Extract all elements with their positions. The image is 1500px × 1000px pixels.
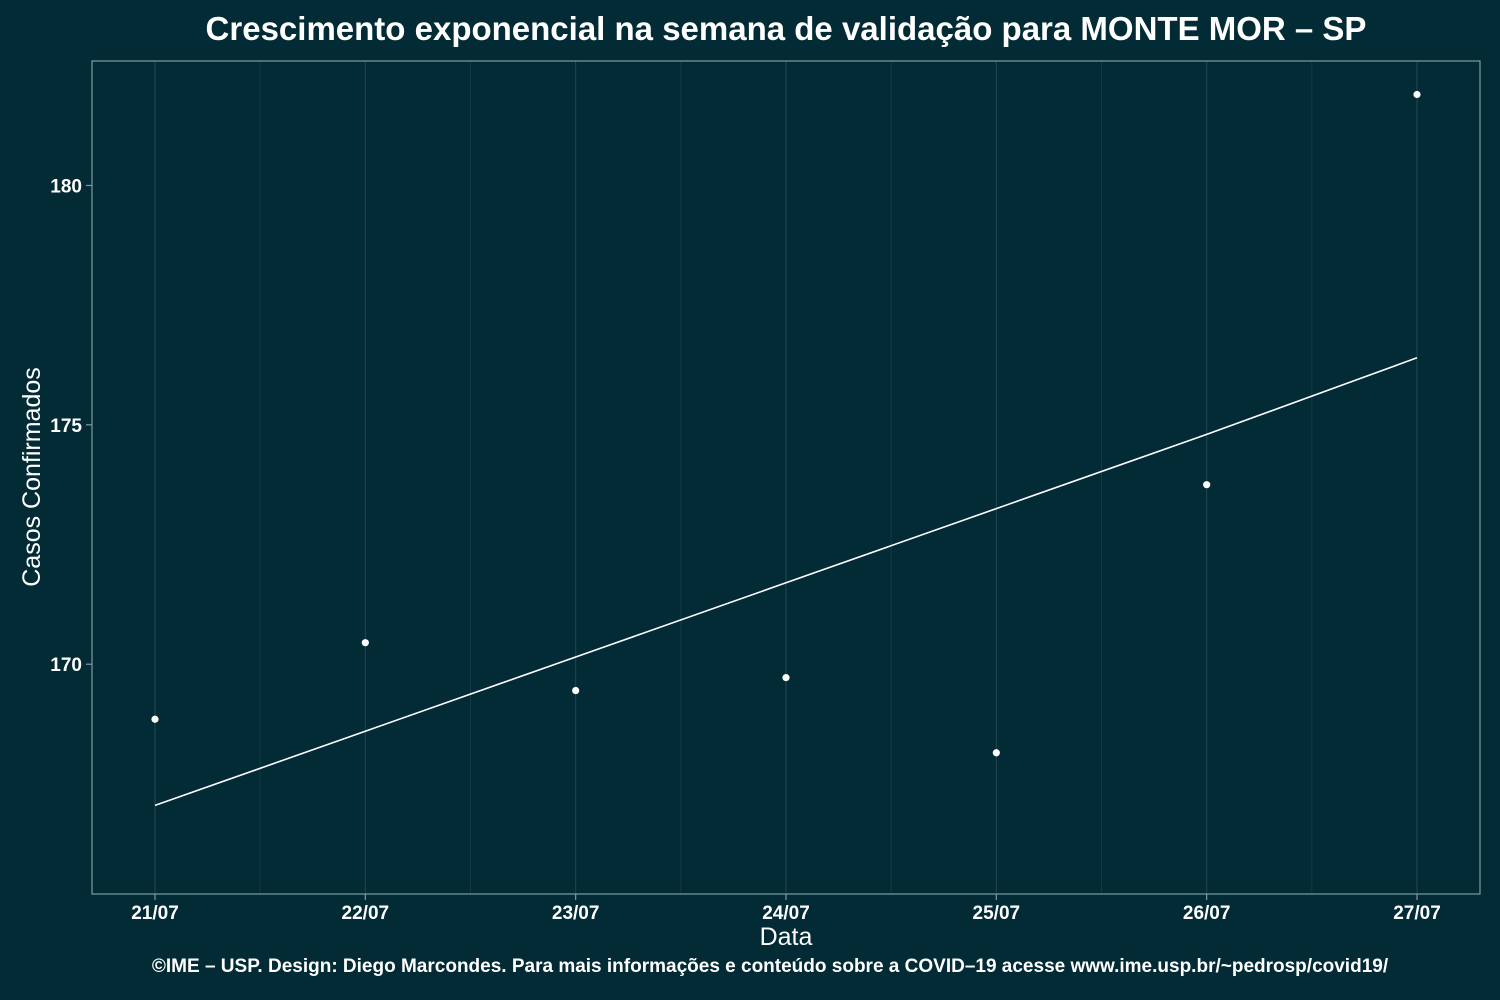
- x-tick-label: 23/07: [552, 903, 600, 924]
- data-point: [361, 639, 369, 647]
- y-axis-ticks: 170 175 180: [50, 176, 92, 676]
- y-tick-label: 180: [50, 176, 82, 197]
- data-point: [992, 749, 1000, 757]
- y-tick-label: 175: [50, 416, 82, 437]
- x-tick-label: 25/07: [973, 903, 1021, 924]
- trend-line: [154, 357, 1418, 807]
- data-point: [572, 686, 580, 695]
- data-point: [151, 715, 159, 723]
- y-tick-label: 170: [50, 655, 82, 676]
- trend-line-group: [154, 357, 1418, 807]
- x-axis-label: Data: [760, 923, 813, 951]
- y-axis-label: Casos Confirmados: [18, 367, 46, 587]
- x-tick-label: 27/07: [1393, 903, 1441, 924]
- x-tick-label: 22/07: [342, 903, 390, 924]
- x-tick-label: 21/07: [131, 903, 179, 924]
- data-points: [151, 90, 1421, 757]
- data-point: [1413, 90, 1421, 99]
- x-tick-label: 24/07: [762, 903, 810, 924]
- chart-title: Crescimento exponencial na semana de val…: [205, 10, 1367, 47]
- grid-lines: [154, 61, 1418, 894]
- x-axis-ticks: 21/07 22/07 23/07 24/07 25/07 26/07 27/07: [131, 894, 1441, 924]
- footer-credit: ©IME – USP. Design: Diego Marcondes. Par…: [151, 956, 1389, 977]
- data-point: [782, 674, 790, 682]
- x-tick-label: 26/07: [1183, 903, 1231, 924]
- data-point: [1203, 481, 1211, 489]
